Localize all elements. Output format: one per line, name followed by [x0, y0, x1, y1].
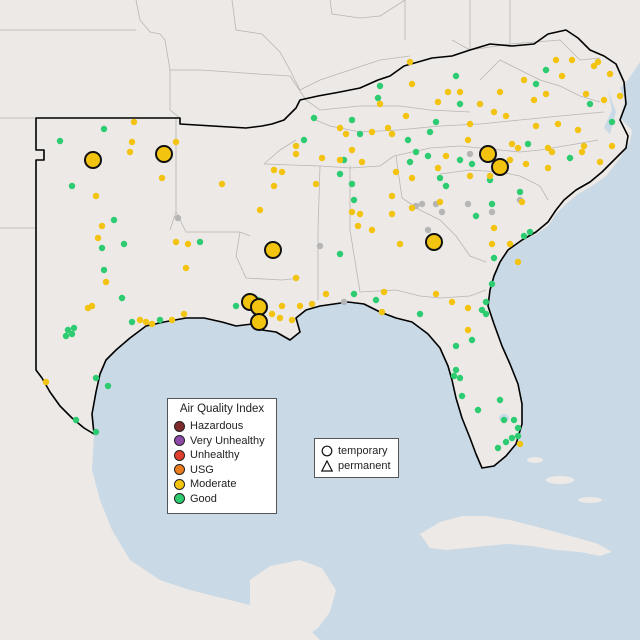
legend-label: Moderate — [190, 478, 237, 491]
no-data-stations — [174, 150, 524, 306]
legend-label: Good — [190, 492, 217, 505]
legend-item-temporary: temporary — [321, 443, 392, 458]
legend-label: temporary — [338, 444, 388, 457]
moderate-highlighted-stations — [84, 145, 509, 331]
moderate-swatch-icon — [174, 478, 185, 490]
legend-item-moderate: Moderate — [174, 477, 270, 492]
legend-item-very-unhealthy: Very Unhealthy — [174, 434, 270, 449]
island — [546, 476, 574, 484]
unhealthy-swatch-icon — [174, 449, 185, 461]
legend-item-permanent: permanent — [321, 458, 392, 473]
region-border — [35, 29, 629, 469]
very-unhealthy-swatch-icon — [174, 435, 185, 447]
monitor-type-legend: temporary permanent — [314, 438, 399, 478]
island — [527, 457, 543, 463]
aqi-legend-title: Air Quality Index — [179, 403, 265, 415]
legend-item-usg: USG — [174, 463, 270, 478]
yucatan-land — [250, 560, 336, 640]
cuba-land — [420, 516, 612, 556]
legend-item-unhealthy: Unhealthy — [174, 448, 270, 463]
hazardous-swatch-icon — [174, 420, 185, 432]
legend-label: Very Unhealthy — [190, 434, 265, 447]
legend-item-hazardous: Hazardous — [174, 419, 270, 434]
legend-label: Unhealthy — [190, 449, 240, 462]
island — [578, 497, 602, 503]
moderate-stations — [42, 56, 624, 448]
circle-icon — [321, 445, 333, 456]
usg-swatch-icon — [174, 464, 185, 476]
legend-label: permanent — [338, 459, 391, 472]
legend-label: USG — [190, 463, 214, 476]
aqi-legend: Air Quality Index Hazardous Very Unhealt… — [167, 398, 277, 514]
us-land — [0, 0, 640, 468]
mexico-land — [0, 352, 320, 640]
legend-item-good: Good — [174, 492, 270, 507]
good-stations — [56, 66, 616, 452]
legend-label: Hazardous — [190, 420, 244, 433]
state-borders — [0, 0, 605, 300]
triangle-icon — [321, 459, 333, 472]
good-swatch-icon — [174, 493, 185, 505]
